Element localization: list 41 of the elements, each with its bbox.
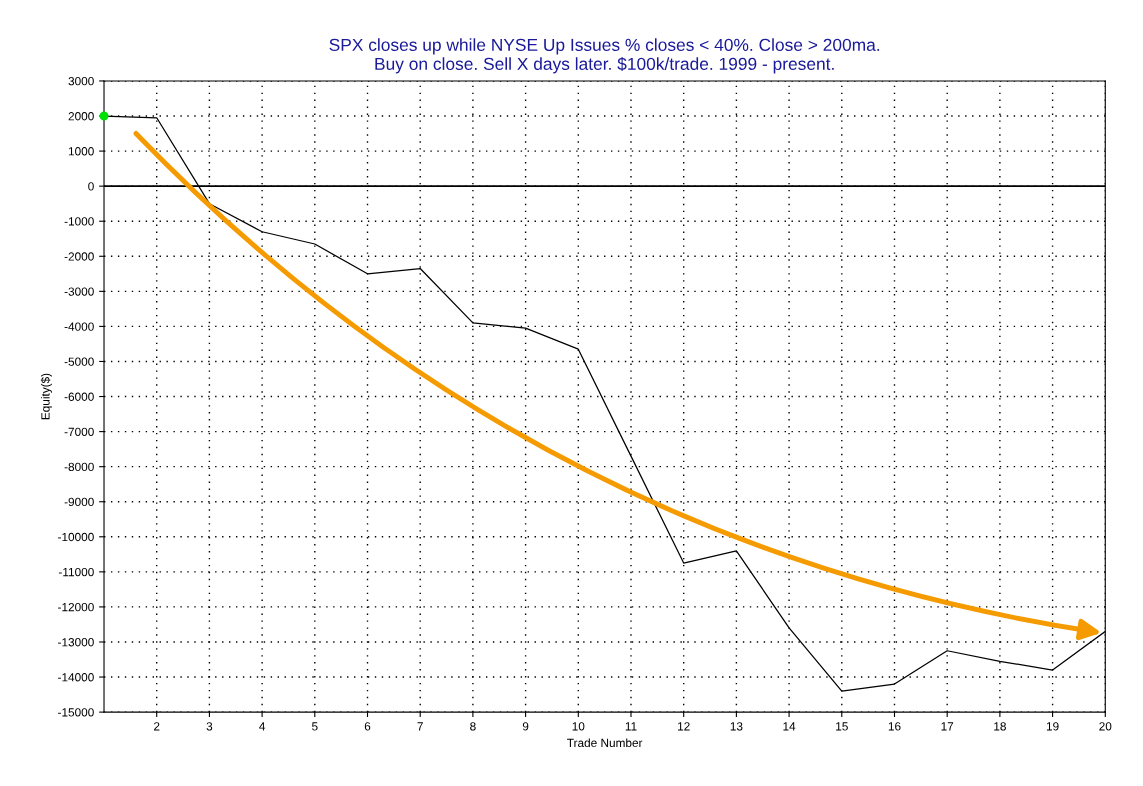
- x-axis-title: Trade Number: [567, 738, 643, 748]
- y-tick-label: -11000: [58, 567, 94, 577]
- x-tick-label: 12: [678, 722, 690, 731]
- y-tick-label: 0: [88, 182, 94, 191]
- x-tick-label: 18: [994, 722, 1006, 731]
- x-tick-label: 3: [206, 722, 213, 731]
- y-tick-label: 3000: [68, 76, 94, 86]
- y-tick-label: -1000: [64, 217, 94, 226]
- x-tick-label: 11: [625, 722, 637, 731]
- x-tick-label: 2: [154, 722, 160, 731]
- x-tick-label: 8: [470, 722, 476, 731]
- x-tick-label: 9: [522, 722, 529, 731]
- y-tick-label: -8000: [64, 462, 94, 472]
- y-tick-label: -3000: [64, 287, 94, 296]
- x-tick-label: 10: [572, 722, 585, 731]
- x-tick-label: 14: [783, 722, 796, 731]
- x-tick-label: 5: [312, 722, 318, 731]
- x-tick-label: 4: [259, 722, 266, 731]
- x-tick-label: 13: [730, 722, 743, 731]
- y-tick-label: -6000: [64, 392, 94, 401]
- y-axis-title: Equity($): [40, 373, 52, 420]
- y-tick-label: -9000: [64, 497, 94, 507]
- x-tick-label: 17: [941, 722, 954, 731]
- y-tick-label: -15000: [58, 708, 94, 717]
- x-tick-label: 20: [1099, 722, 1112, 731]
- y-tick-label: -7000: [64, 427, 94, 436]
- x-tick-label: 19: [1046, 722, 1059, 731]
- chart-title: SPX closes up while NYSE Up Issues % closes < 40%. Close > 200ma. Buy on close. Sell X days later. $100k/trade. 1999 - present.: [329, 38, 880, 74]
- y-tick-label: -13000: [58, 638, 94, 647]
- y-tick-label: -4000: [64, 322, 94, 331]
- y-tick-label: -12000: [58, 602, 94, 612]
- y-tick-label: -14000: [58, 673, 94, 682]
- y-tick-label: 2000: [68, 112, 94, 121]
- x-tick-label: 16: [888, 722, 901, 731]
- y-tick-label: -5000: [64, 357, 94, 366]
- y-tick-label: -10000: [58, 532, 94, 542]
- x-tick-label: 15: [836, 722, 848, 731]
- y-tick-label: -2000: [64, 252, 94, 261]
- x-tick-label: 6: [364, 722, 371, 731]
- y-tick-label: 1000: [68, 147, 94, 156]
- x-tick-label: 7: [417, 722, 423, 731]
